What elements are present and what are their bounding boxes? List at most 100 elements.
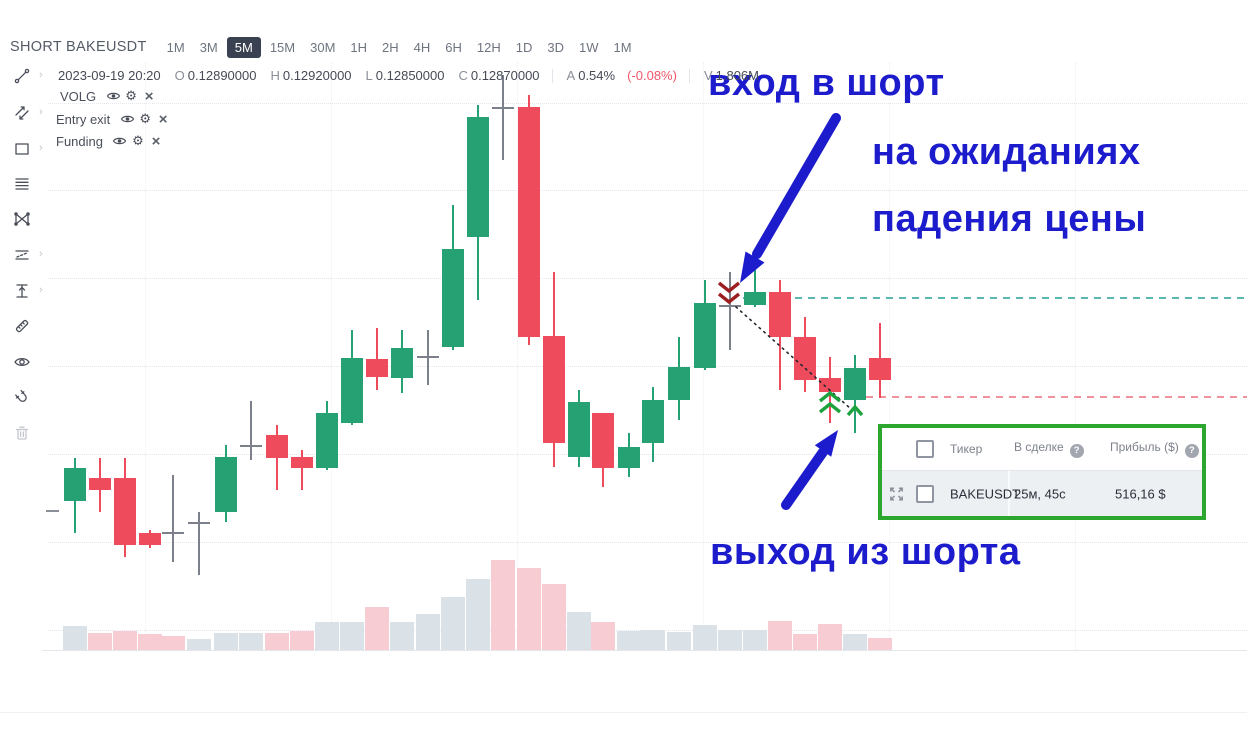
candle-wick <box>198 512 200 575</box>
help-icon[interactable]: ? <box>1069 444 1084 458</box>
candle-body <box>769 292 791 337</box>
bar-datetime: 2023-09-19 20:20 <box>58 68 161 83</box>
trend-line-tool[interactable] <box>11 65 33 87</box>
tf-30m[interactable]: 30M <box>310 39 336 55</box>
submenu-chevron[interactable]: › <box>39 69 43 81</box>
volume-bar <box>214 633 238 651</box>
settings-icon[interactable]: ⚙ <box>139 111 152 127</box>
remove-icon[interactable]: × <box>144 87 154 105</box>
trade-row[interactable]: BAKEUSDT 25м, 45с 516,16 $ <box>882 470 1202 516</box>
fib-retracement-tool[interactable] <box>11 173 33 195</box>
help-icon[interactable]: ? <box>1184 444 1199 458</box>
candle-wick <box>729 272 731 350</box>
annotation-entry-text: вход в шорт <box>708 62 945 104</box>
column-header-profit: Прибыль ($)? <box>1110 440 1199 458</box>
candle-wick <box>754 270 756 307</box>
open-value: 0.12890000 <box>187 68 257 83</box>
candle-body <box>240 445 262 447</box>
volume-pane-separator <box>42 650 1247 651</box>
exit-arrow <box>781 430 838 510</box>
indicator-label: Funding <box>56 133 103 149</box>
candle-body <box>618 447 640 468</box>
candle-body <box>719 305 741 307</box>
remove-icon[interactable]: × <box>151 132 161 150</box>
volume-bar <box>868 638 892 651</box>
tf-5m-selected[interactable]: 5M <box>226 36 261 58</box>
volume-bar <box>617 631 641 651</box>
gridline-horizontal <box>48 190 1247 191</box>
tf-3d[interactable]: 3D <box>547 39 565 55</box>
tf-1w[interactable]: 1W <box>579 39 599 55</box>
xabcd-pattern-tool[interactable] <box>11 208 33 230</box>
parallel-channel-tool[interactable] <box>11 102 33 124</box>
bottom-border <box>0 712 1247 713</box>
trades-panel: Тикер В сделке? Прибыль ($)? BAKEUSDT 25… <box>878 424 1206 520</box>
gridline-vertical <box>1075 62 1076 650</box>
settings-icon[interactable]: ⚙ <box>125 88 137 104</box>
expand-icon[interactable] <box>888 485 905 502</box>
candle-body <box>694 303 716 368</box>
submenu-chevron[interactable]: › <box>39 106 43 118</box>
candle-body <box>592 413 614 468</box>
annotation-reason-line1: на ожиданиях <box>872 131 1141 173</box>
ruler-tool[interactable] <box>11 315 33 337</box>
entry-arrow <box>740 113 841 283</box>
candle-body <box>215 457 237 512</box>
candle-body <box>794 337 816 380</box>
candle-body <box>467 117 489 237</box>
eye-tool[interactable] <box>11 351 33 373</box>
candle-body <box>266 435 288 458</box>
volume-bar <box>542 584 566 651</box>
annotation-exit-text: выход из шорта <box>710 531 1021 573</box>
select-all-checkbox[interactable] <box>916 440 934 458</box>
volume-bar <box>591 622 615 651</box>
settings-icon[interactable]: ⚙ <box>132 133 144 149</box>
ohlc-row: 2023-09-19 20:20 O 0.12890000 H 0.12920000… <box>58 68 759 83</box>
volume-bar <box>340 622 364 651</box>
submenu-chevron[interactable]: › <box>39 284 43 296</box>
tf-3m[interactable]: 3M <box>199 39 218 55</box>
candle-body <box>341 358 363 423</box>
timeframe-selector: 1M 3M 5M 15M 30M 1H 2H 4H 6H 12H 1D 3D 1… <box>161 36 641 58</box>
candle-body <box>188 522 210 524</box>
volume-bar <box>88 633 112 651</box>
volume-bar <box>567 612 591 651</box>
pattern-channel-tool[interactable] <box>11 244 33 266</box>
volume-value: 1.806M <box>715 68 759 83</box>
volume-bar <box>491 560 515 651</box>
tf-1m[interactable]: 1M <box>166 39 185 55</box>
chart-title: SHORT BAKEUSDT <box>10 39 147 55</box>
submenu-chevron[interactable]: › <box>39 248 43 260</box>
magnet-tool[interactable] <box>11 386 33 408</box>
row-checkbox[interactable] <box>916 484 934 503</box>
trash-icon[interactable] <box>11 422 33 444</box>
tf-2h[interactable]: 2H <box>382 39 399 55</box>
volume-bar <box>517 568 541 651</box>
visibility-icon[interactable] <box>119 111 135 127</box>
tf-1mo[interactable]: 1M <box>613 39 632 55</box>
tf-6h[interactable]: 6H <box>445 39 462 55</box>
cell-divider <box>1008 471 1010 516</box>
amplitude-value: 0.54% <box>578 68 616 83</box>
gridline-vertical <box>331 62 332 650</box>
remove-icon[interactable]: × <box>158 110 168 128</box>
submenu-chevron[interactable]: › <box>39 142 43 154</box>
tf-15m[interactable]: 15M <box>269 39 296 55</box>
volume-bar <box>667 632 691 651</box>
tf-1d[interactable]: 1D <box>515 39 533 55</box>
column-header-duration: В сделке? <box>1014 440 1084 458</box>
tf-12h[interactable]: 12H <box>476 39 501 55</box>
duration-cell: 25м, 45с <box>1014 486 1066 501</box>
tf-4h[interactable]: 4H <box>413 39 431 55</box>
tf-1h[interactable]: 1H <box>350 39 368 55</box>
price-range-tool[interactable] <box>11 280 33 302</box>
gridline-horizontal <box>48 542 1247 543</box>
rectangle-tool[interactable] <box>11 138 33 160</box>
visibility-icon[interactable] <box>105 88 121 104</box>
volume-bar <box>843 634 867 651</box>
visibility-icon[interactable] <box>112 133 128 149</box>
candle-body <box>642 400 664 443</box>
candle-body <box>89 478 111 490</box>
close-value: 0.12870000 <box>470 68 540 83</box>
gridline-horizontal <box>48 278 1247 279</box>
